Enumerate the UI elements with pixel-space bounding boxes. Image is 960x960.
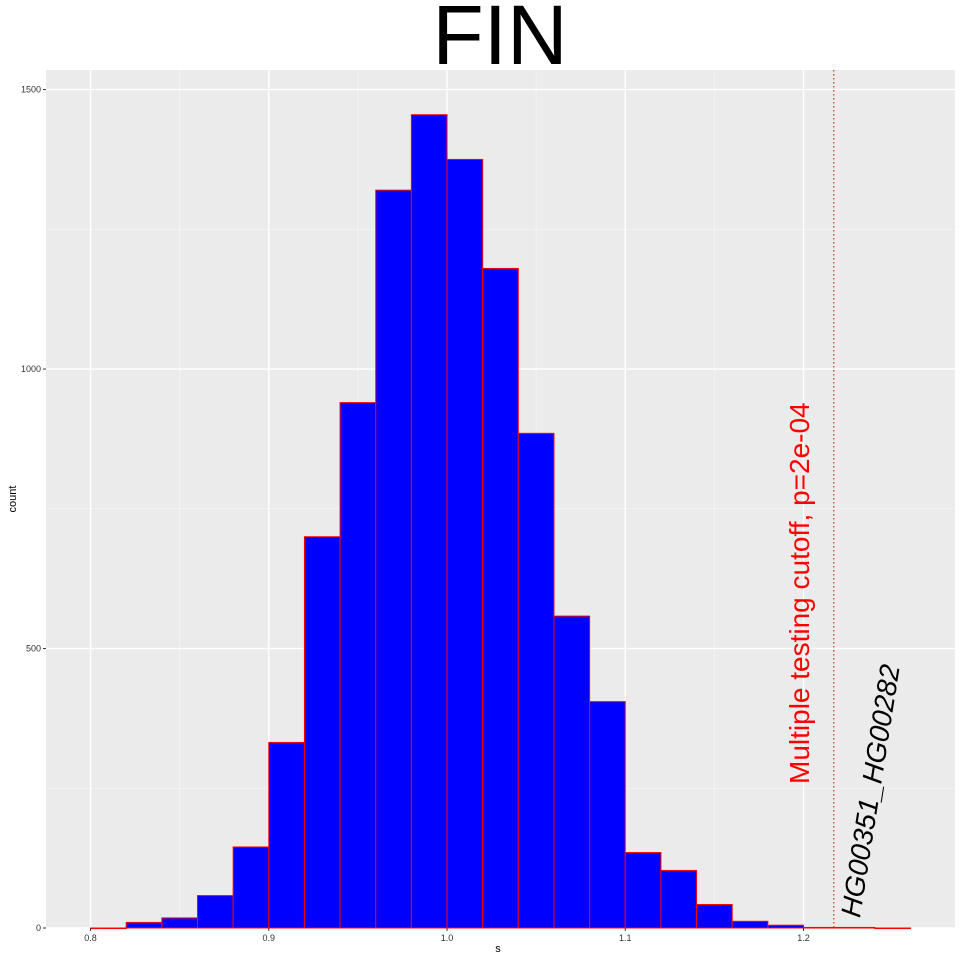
cutoff-group: Multiple testing cutoff, p=2e-04 [784, 70, 835, 928]
y-axis-label: count [7, 486, 19, 513]
histogram-bar [838, 926, 876, 929]
histogram-bar [339, 402, 377, 929]
histogram-bars [90, 114, 911, 930]
y-tick-label: 1500 [21, 85, 41, 95]
y-tick-label: 500 [26, 644, 41, 654]
histogram-bar [303, 536, 341, 929]
histogram-bar [90, 927, 127, 930]
histogram-bar [375, 189, 412, 929]
x-axis-label: s [495, 943, 501, 955]
x-tick-label: 1.2 [797, 933, 810, 943]
cutoff-label: Multiple testing cutoff, p=2e-04 [784, 402, 815, 784]
histogram-bar [874, 927, 911, 930]
histogram-bar [517, 432, 555, 929]
histogram-bar [268, 741, 305, 929]
histogram-bar [803, 926, 840, 929]
x-tick-label: 0.9 [263, 933, 276, 943]
x-tick-label: 0.8 [84, 933, 97, 943]
histogram-bar [624, 852, 662, 929]
chart-title: FIN [432, 0, 567, 82]
histogram-bar [696, 904, 733, 929]
histogram-bar [767, 924, 805, 929]
histogram-bar [125, 921, 163, 929]
histogram-bar [161, 917, 198, 929]
histogram-bar [731, 920, 769, 929]
histogram-bar [553, 615, 591, 929]
histogram-bar [482, 267, 519, 929]
histogram-bar [589, 701, 626, 929]
histogram-bar [197, 895, 234, 929]
histogram-bar [410, 114, 448, 929]
x-tick-label: 1.1 [619, 933, 632, 943]
histogram-bar [232, 846, 270, 929]
y-tick-label: 0 [36, 923, 41, 933]
histogram-bar [660, 869, 698, 929]
y-axis: 0 500 1000 1500 [21, 85, 46, 933]
y-tick-label: 1000 [21, 364, 41, 374]
x-tick-label: 1.0 [441, 933, 454, 943]
histogram-bar [446, 158, 484, 929]
x-axis: 0.8 0.9 1.0 1.1 1.2 [84, 928, 810, 943]
